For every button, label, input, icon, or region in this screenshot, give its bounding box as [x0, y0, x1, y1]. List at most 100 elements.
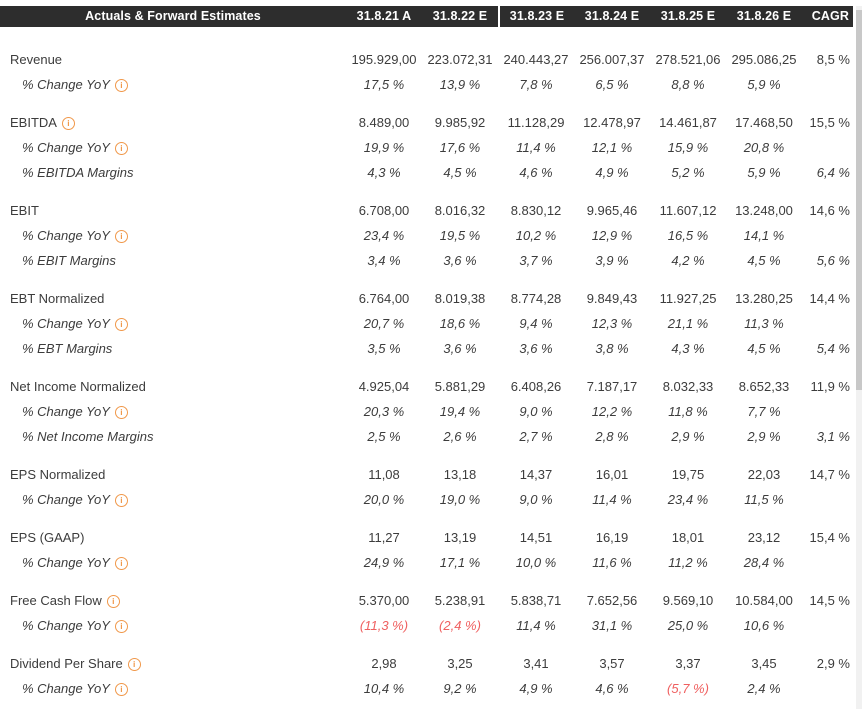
- label-text: Free Cash Flow: [10, 593, 102, 608]
- info-icon[interactable]: i: [61, 117, 75, 130]
- value-cell: 3,8 %: [595, 341, 629, 356]
- metric-row: Free Cash Flow i 5.370,00 5.238,91 5.838,71 7…: [0, 588, 853, 613]
- value-cell: 16,5 %: [667, 228, 709, 243]
- metric-subrow: % Change YoY i 10,4 % 9,2 % 4,9 % 4,6 % (5,7 %…: [0, 676, 853, 701]
- scrollbar-thumb[interactable]: [856, 10, 862, 390]
- subrow-label: % Change YoY i: [0, 487, 346, 512]
- value-cell: 28,4 %: [743, 555, 785, 570]
- table-body: Revenue 195.929,00 223.072,31 240.443,27 256…: [0, 27, 853, 714]
- cagr-cell: 15,5 %: [809, 115, 850, 130]
- metric-row: Dividend Per Share i 2,98 3,25 3,41 3,57 3,37 3…: [0, 651, 853, 676]
- value-cell: 11,6 %: [592, 555, 632, 570]
- info-icon[interactable]: i: [114, 406, 128, 419]
- metric-subrow: % Change YoY i 20,7 % 18,6 % 9,4 % 12,3 % 21,1…: [0, 311, 853, 336]
- value-cell: 13,9 %: [439, 77, 481, 92]
- value-cell: 11,8 %: [668, 404, 708, 419]
- value-cell: 9.985,92: [434, 115, 486, 130]
- label-text: % Change YoY: [22, 681, 110, 696]
- row-label: EPS (GAAP): [0, 525, 346, 550]
- info-icon[interactable]: i: [114, 230, 128, 243]
- value-cell: 15,9 %: [667, 140, 709, 155]
- info-icon[interactable]: i: [114, 620, 128, 633]
- subrow-label: % EBITDA Margins: [0, 160, 346, 185]
- value-cell: 3,9 %: [595, 253, 629, 268]
- info-icon[interactable]: i: [114, 557, 128, 570]
- value-cell: 2,8 %: [595, 429, 629, 444]
- value-cell: (5,7 %): [667, 681, 709, 696]
- column-header-31-8-26: 31.8.26 E: [736, 9, 792, 23]
- value-cell: 19,9 %: [363, 140, 405, 155]
- row-label: Net Income Normalized: [0, 374, 346, 399]
- value-cell: 5,9 %: [747, 165, 781, 180]
- value-cell: 17,6 %: [439, 140, 481, 155]
- info-icon[interactable]: i: [127, 658, 141, 671]
- value-cell: 17,5 %: [363, 77, 405, 92]
- value-cell: 2,4 %: [747, 681, 781, 696]
- value-cell: 4,3 %: [671, 341, 705, 356]
- value-cell: 3,45: [751, 656, 777, 671]
- metric-group: EBT Normalized 6.764,00 8.019,38 8.774,28 9.…: [0, 286, 853, 361]
- value-cell: 7,8 %: [519, 77, 553, 92]
- info-icon[interactable]: i: [114, 683, 128, 696]
- value-cell: 4,6 %: [595, 681, 629, 696]
- label-text: % Change YoY: [22, 228, 110, 243]
- value-cell: 3,6 %: [519, 341, 553, 356]
- value-cell: 11.128,29: [507, 115, 565, 130]
- value-cell: 12,9 %: [591, 228, 633, 243]
- row-label: EBIT: [0, 198, 346, 223]
- value-cell: (11,3 %): [359, 618, 409, 633]
- column-header-cagr: CAGR: [811, 9, 849, 23]
- metric-subrow: % Change YoY i (11,3 %) (2,4 %) 11,4 % 31,1 %…: [0, 613, 853, 638]
- label-text: EBIT: [10, 203, 39, 218]
- cagr-cell: [802, 676, 853, 701]
- value-cell: 2,7 %: [519, 429, 553, 444]
- metric-subrow: % EBT Margins 3,5 % 3,6 % 3,6 % 3,8 % 4,3 % 4,…: [0, 336, 853, 361]
- label-text: % EBITDA Margins: [22, 165, 134, 180]
- value-cell: 31,1 %: [591, 618, 633, 633]
- metric-row: EBIT 6.708,00 8.016,32 8.830,12 9.965,46 11.6…: [0, 198, 853, 223]
- column-header-31-8-22: 31.8.22 E: [432, 9, 488, 23]
- value-cell: 23,4 %: [363, 228, 405, 243]
- value-cell: 11.607,12: [659, 203, 717, 218]
- value-cell: 223.072,31: [427, 52, 493, 67]
- metric-row: Net Income Normalized 4.925,04 5.881,29 6.4…: [0, 374, 853, 399]
- value-cell: 7.652,56: [586, 593, 638, 608]
- value-cell: 23,12: [747, 530, 781, 545]
- value-cell: 4,5 %: [747, 341, 781, 356]
- label-text: % Change YoY: [22, 555, 110, 570]
- value-cell: 240.443,27: [503, 52, 569, 67]
- info-icon[interactable]: i: [106, 595, 120, 608]
- value-cell: 12,3 %: [591, 316, 633, 331]
- cagr-cell: 14,7 %: [809, 467, 850, 482]
- column-header-31-8-21: 31.8.21 A: [356, 9, 412, 23]
- column-header-31-8-24: 31.8.24 E: [584, 9, 640, 23]
- value-cell: 17,1 %: [439, 555, 481, 570]
- value-cell: 2,98: [371, 656, 397, 671]
- value-cell: 24,9 %: [363, 555, 405, 570]
- info-icon[interactable]: i: [114, 318, 128, 331]
- cagr-cell: 14,5 %: [809, 593, 850, 608]
- vertical-scrollbar[interactable]: [856, 6, 862, 709]
- label-text: Net Income Normalized: [10, 379, 146, 394]
- value-cell: 19,75: [671, 467, 705, 482]
- value-cell: 3,41: [523, 656, 549, 671]
- cagr-cell: [802, 399, 853, 424]
- value-cell: 9.965,46: [586, 203, 638, 218]
- value-cell: 13,18: [443, 467, 477, 482]
- value-cell: 18,6 %: [439, 316, 481, 331]
- metric-group: Dividend Per Share i 2,98 3,25 3,41 3,57 3,37 3…: [0, 651, 853, 701]
- value-cell: 8.489,00: [358, 115, 410, 130]
- info-icon[interactable]: i: [114, 79, 128, 92]
- info-icon[interactable]: i: [114, 142, 128, 155]
- value-cell: 11,2 %: [668, 555, 708, 570]
- value-cell: 295.086,25: [731, 52, 797, 67]
- value-cell: 4,3 %: [367, 165, 401, 180]
- label-text: EBT Normalized: [10, 291, 105, 306]
- label-text: % Change YoY: [22, 140, 110, 155]
- info-icon[interactable]: i: [114, 494, 128, 507]
- label-text: EPS Normalized: [10, 467, 106, 482]
- row-label: Dividend Per Share i: [0, 651, 346, 676]
- value-cell: 11,5 %: [744, 492, 784, 507]
- cagr-cell: 3,1 %: [816, 429, 850, 444]
- metric-row: EPS (GAAP) 11,27 13,19 14,51 16,19 18,01 23,12…: [0, 525, 853, 550]
